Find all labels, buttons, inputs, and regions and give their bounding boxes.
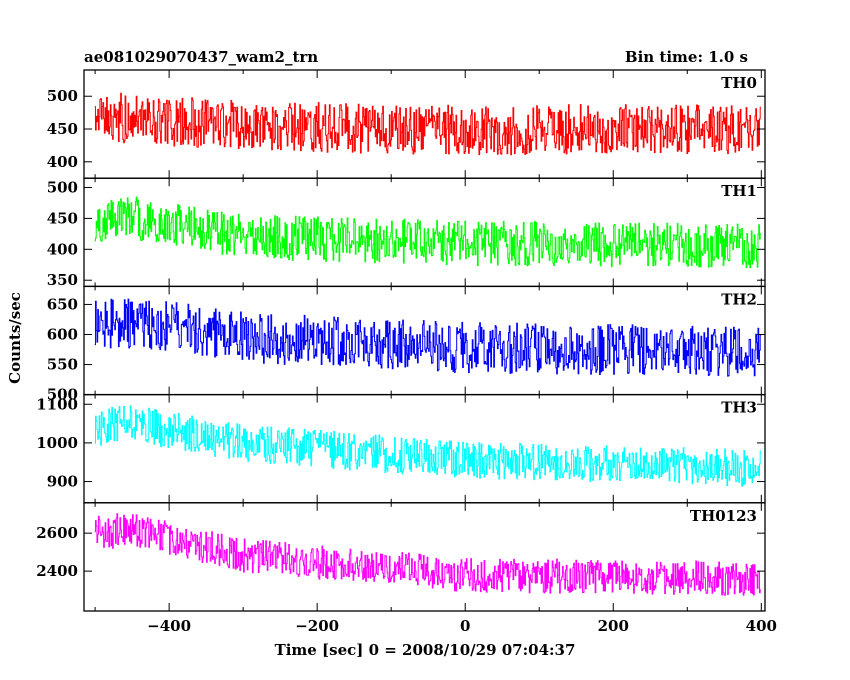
series-line-th2: [94, 298, 761, 377]
y-tick-label: 600: [47, 325, 78, 343]
panel-label-th0123: TH0123: [690, 507, 757, 525]
panel-th2: 500 550 600 650 TH2: [47, 285, 766, 404]
series-line-th1: [94, 196, 761, 269]
x-tick-label: −200: [295, 617, 339, 635]
x-tick-label: 0: [460, 617, 470, 635]
panel-th0123: 2400 2600 TH0123: [36, 502, 766, 612]
y-tick-label: 2400: [36, 562, 78, 580]
x-axis: −400 −200 0 200 400: [147, 617, 777, 635]
y-tick-label: 2600: [36, 524, 78, 542]
panel-label-th2: TH2: [721, 290, 757, 308]
panel-th3: 900 1000 1100 TH3: [36, 393, 766, 504]
series-line-th0123: [94, 513, 761, 596]
y-tick-label: 350: [47, 271, 78, 289]
panel-th1: 350 400 450 500 TH1: [47, 177, 766, 289]
y-tick-label: 550: [47, 356, 78, 374]
y-tick-label: 1100: [36, 395, 78, 413]
series-line-th3: [94, 405, 761, 487]
chart-title: ae081029070437_wam2_trn: [84, 48, 318, 66]
panel-th0: 400 450 500 TH0: [47, 69, 766, 179]
bin-time-label: Bin time: 1.0 s: [625, 48, 748, 66]
y-tick-label: 450: [47, 209, 78, 227]
y-tick-label: 400: [47, 240, 78, 258]
panel-frame: [83, 502, 766, 612]
y-tick-label: 500: [47, 386, 78, 404]
x-tick-label: 200: [598, 617, 629, 635]
x-tick-label: −400: [147, 617, 191, 635]
series-line-th0: [94, 92, 761, 156]
y-tick-label: 500: [47, 178, 78, 196]
x-axis-label: Time [sec] 0 = 2008/10/29 07:04:37: [275, 641, 576, 659]
y-tick-label: 1000: [36, 434, 78, 452]
y-tick-label: 450: [47, 120, 78, 138]
x-tick-label: 400: [746, 617, 777, 635]
panels-group: 400 450 500 TH0 350 400 450 500 TH1 500 550 600 650 T…: [36, 69, 766, 612]
panel-label-th3: TH3: [721, 399, 757, 417]
panel-label-th1: TH1: [721, 182, 757, 200]
panel-label-th0: TH0: [721, 74, 757, 92]
y-axis-label: Counts/sec: [6, 292, 24, 384]
y-tick-label: 650: [47, 295, 78, 313]
y-tick-label: 900: [47, 473, 78, 491]
y-tick-label: 400: [47, 153, 78, 171]
y-tick-label: 500: [47, 87, 78, 105]
